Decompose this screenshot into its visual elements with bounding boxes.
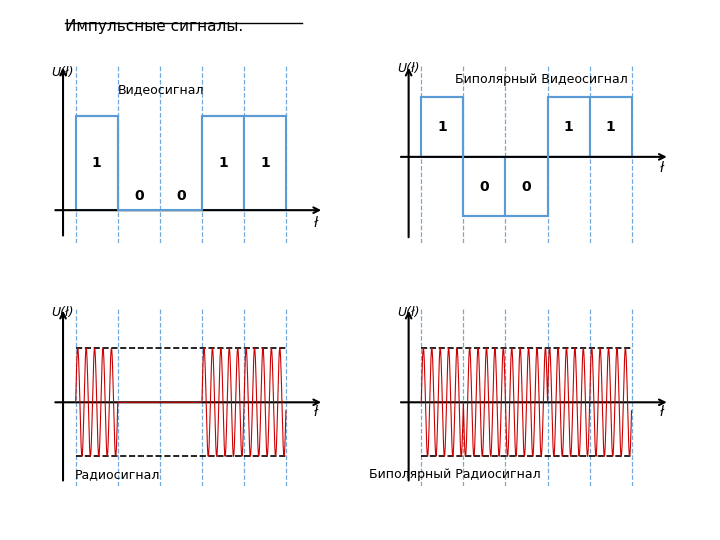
Bar [202,117,244,210]
Bar [76,117,118,210]
Text: 0: 0 [522,180,531,193]
Text: U(ł): U(ł) [51,306,73,319]
Text: 1: 1 [260,156,270,170]
Text: 1: 1 [438,120,447,134]
Text: 1: 1 [606,120,616,134]
Bar [547,97,590,157]
Bar [505,157,547,217]
Text: 1: 1 [218,156,228,170]
Text: Импульсные сигналы.: Импульсные сигналы. [65,19,243,34]
Text: Видеосигнал: Видеосигнал [118,83,204,96]
Text: Радиосигнал: Радиосигнал [75,468,161,481]
Bar [464,157,505,217]
Text: 1: 1 [564,120,573,134]
Bar [590,97,631,157]
Text: U(ł): U(ł) [397,62,419,75]
Text: 0: 0 [176,189,186,203]
Text: 0: 0 [134,189,143,203]
Text: U(ł): U(ł) [51,66,73,79]
Text: 1: 1 [92,156,102,170]
Text: ł: ł [660,161,663,175]
Text: Биполярный Видеосигнал: Биполярный Видеосигнал [455,72,628,86]
Text: ł: ł [314,216,318,230]
Bar [244,117,286,210]
Text: U(ł): U(ł) [397,306,419,319]
Text: ł: ł [314,405,318,419]
Text: Биполярный Радиосигнал: Биполярный Радиосигнал [369,468,541,481]
Text: ł: ł [660,405,663,419]
Text: 0: 0 [480,180,489,193]
Bar [421,97,464,157]
